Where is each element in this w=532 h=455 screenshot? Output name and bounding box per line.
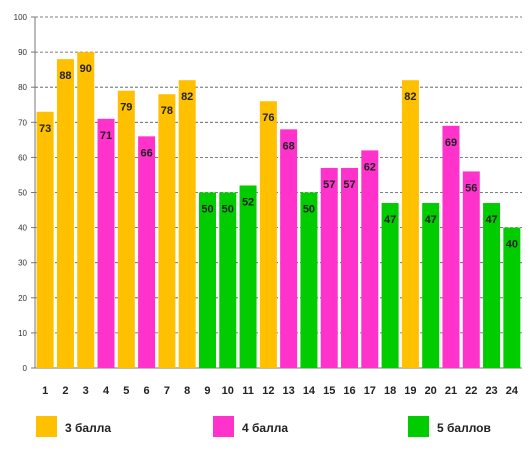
data-label-12: 76: [262, 112, 274, 124]
legend-label: 5 баллов: [437, 421, 491, 435]
bar-5: [117, 90, 135, 369]
legend-swatch: [36, 416, 57, 437]
bar-4: [97, 118, 115, 368]
data-label-1: 73: [39, 123, 51, 135]
data-label-20: 47: [425, 214, 437, 226]
y-tick-label: 90: [18, 48, 27, 57]
x-tick-label-23: 23: [485, 385, 497, 397]
y-tick-label: 40: [18, 224, 27, 233]
y-tick-label: 50: [18, 189, 27, 198]
bar-21: [442, 125, 460, 368]
legend-swatch: [408, 416, 429, 437]
bar-1: [36, 111, 54, 369]
bar-12: [259, 101, 277, 369]
x-tick-label-24: 24: [506, 385, 519, 397]
data-label-4: 71: [100, 130, 112, 142]
data-label-9: 50: [201, 204, 213, 216]
data-label-24: 40: [506, 239, 518, 251]
x-tick-label-22: 22: [465, 385, 477, 397]
bar-16: [341, 167, 359, 368]
x-tick-label-2: 2: [62, 385, 68, 397]
bar-10: [219, 192, 237, 368]
data-label-23: 47: [485, 214, 497, 226]
bar-6: [138, 136, 156, 368]
x-tick-label-19: 19: [404, 385, 416, 397]
x-tick-label-15: 15: [323, 385, 335, 397]
y-tick-label: 30: [18, 259, 27, 268]
data-labels: 73 88 90 71 79 66 78 82 50 50 52 76 68 50 57 57 62 47 82 47…: [39, 63, 518, 251]
data-label-15: 57: [323, 179, 335, 191]
y-tick-label: 60: [18, 153, 27, 162]
x-tick-label-5: 5: [123, 385, 129, 397]
data-label-7: 78: [161, 105, 173, 117]
data-label-2: 88: [59, 70, 71, 82]
data-label-3: 90: [80, 63, 92, 75]
data-label-16: 57: [343, 179, 355, 191]
bar-23: [483, 203, 501, 368]
legend-swatch: [213, 416, 234, 437]
data-label-22: 56: [465, 182, 477, 194]
y-tick-label: 10: [18, 329, 27, 338]
x-tick-label-1: 1: [42, 385, 48, 397]
x-tick-label-11: 11: [242, 385, 254, 397]
bar-14: [300, 192, 318, 368]
legend: 3 балла 4 балла 5 баллов: [36, 416, 491, 437]
data-label-21: 69: [445, 137, 457, 149]
legend-label: 4 балла: [242, 421, 288, 435]
bar-18: [381, 203, 399, 368]
y-tick-label: 70: [18, 118, 27, 127]
x-tick-label-18: 18: [384, 385, 396, 397]
bar-20: [422, 203, 440, 368]
x-tick-label-4: 4: [103, 385, 110, 397]
x-tick-label-10: 10: [222, 385, 234, 397]
bar-24: [503, 227, 521, 368]
x-tick-label-9: 9: [204, 385, 210, 397]
bar-17: [361, 150, 379, 368]
data-label-6: 66: [140, 147, 152, 159]
bar-15: [320, 167, 338, 368]
x-tick-label-20: 20: [425, 385, 437, 397]
data-label-19: 82: [404, 91, 416, 103]
grid-lines: [35, 16, 522, 334]
x-tick-label-17: 17: [364, 385, 376, 397]
data-label-14: 50: [303, 204, 315, 216]
data-label-17: 62: [364, 161, 376, 173]
data-label-13: 68: [283, 140, 295, 152]
x-tick-label-3: 3: [83, 385, 89, 397]
data-label-18: 47: [384, 214, 396, 226]
bar-11: [239, 185, 257, 368]
bars: [36, 52, 521, 369]
bar-8: [178, 80, 196, 369]
bar-13: [280, 129, 298, 368]
data-label-10: 50: [222, 204, 234, 216]
y-tick-label: 0: [23, 364, 28, 373]
x-tick-label-16: 16: [343, 385, 355, 397]
x-tick-label-21: 21: [445, 385, 457, 397]
bar-22: [462, 171, 480, 368]
data-label-8: 82: [181, 91, 193, 103]
x-tick-label-13: 13: [283, 385, 295, 397]
legend-label: 3 балла: [65, 421, 111, 435]
x-tick-label-12: 12: [262, 385, 274, 397]
x-tick-label-14: 14: [303, 385, 316, 397]
y-tick-label: 100: [14, 13, 28, 22]
x-tick-label-7: 7: [164, 385, 170, 397]
x-tick-label-6: 6: [144, 385, 150, 397]
bar-3: [77, 52, 95, 368]
y-tick-label: 20: [18, 294, 27, 303]
data-label-5: 79: [120, 102, 132, 114]
x-tick-label-8: 8: [184, 385, 190, 397]
bar-7: [158, 94, 176, 368]
y-tick-label: 80: [18, 83, 27, 92]
data-label-11: 52: [242, 196, 254, 208]
bar-2: [56, 59, 74, 369]
bar-19: [401, 80, 419, 369]
bar-9: [198, 192, 216, 368]
